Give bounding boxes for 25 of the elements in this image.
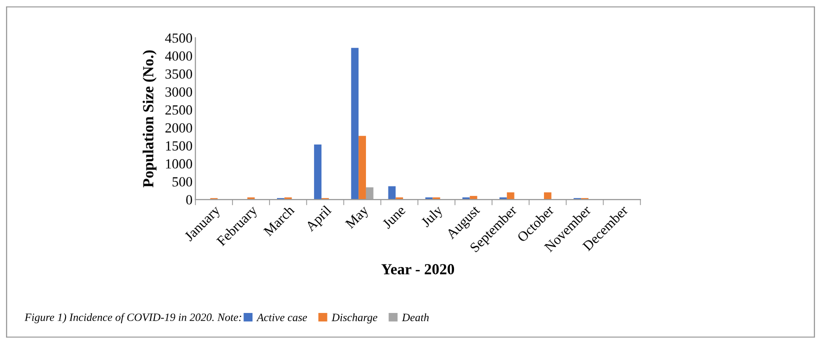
legend-label: Death [402,313,429,322]
bar [544,192,552,200]
bar [351,48,359,200]
y-tick-label: 1500 [166,141,192,151]
bar [314,144,322,200]
caption: Figure 1) Incidence of COVID-19 in 2020. Note: [24,313,242,324]
bar [358,136,366,200]
x-tick-label: May [344,204,372,232]
x-tick-label: June [382,205,406,230]
y-tick-label: 4000 [165,51,192,61]
bar [506,192,514,200]
legend-label: Active case [256,314,307,322]
y-tick-label: 500 [172,177,192,187]
y-tick-label: 3000 [166,87,192,97]
x-axis-title: Year - 2020 [381,264,454,274]
x-tick-label: July [420,204,446,230]
y-tick-label: 3500 [166,69,192,79]
legend-label: Discharge [332,313,378,324]
bar [388,186,396,200]
y-tick-label: 4500 [165,33,192,43]
y-tick-label: 1000 [166,159,192,169]
y-tick-label: 2500 [165,105,192,115]
y-tick-label: 2000 [165,123,192,133]
y-axis-title: Population Size (No.) [142,50,157,188]
y-tick-label: 0 [186,195,192,204]
